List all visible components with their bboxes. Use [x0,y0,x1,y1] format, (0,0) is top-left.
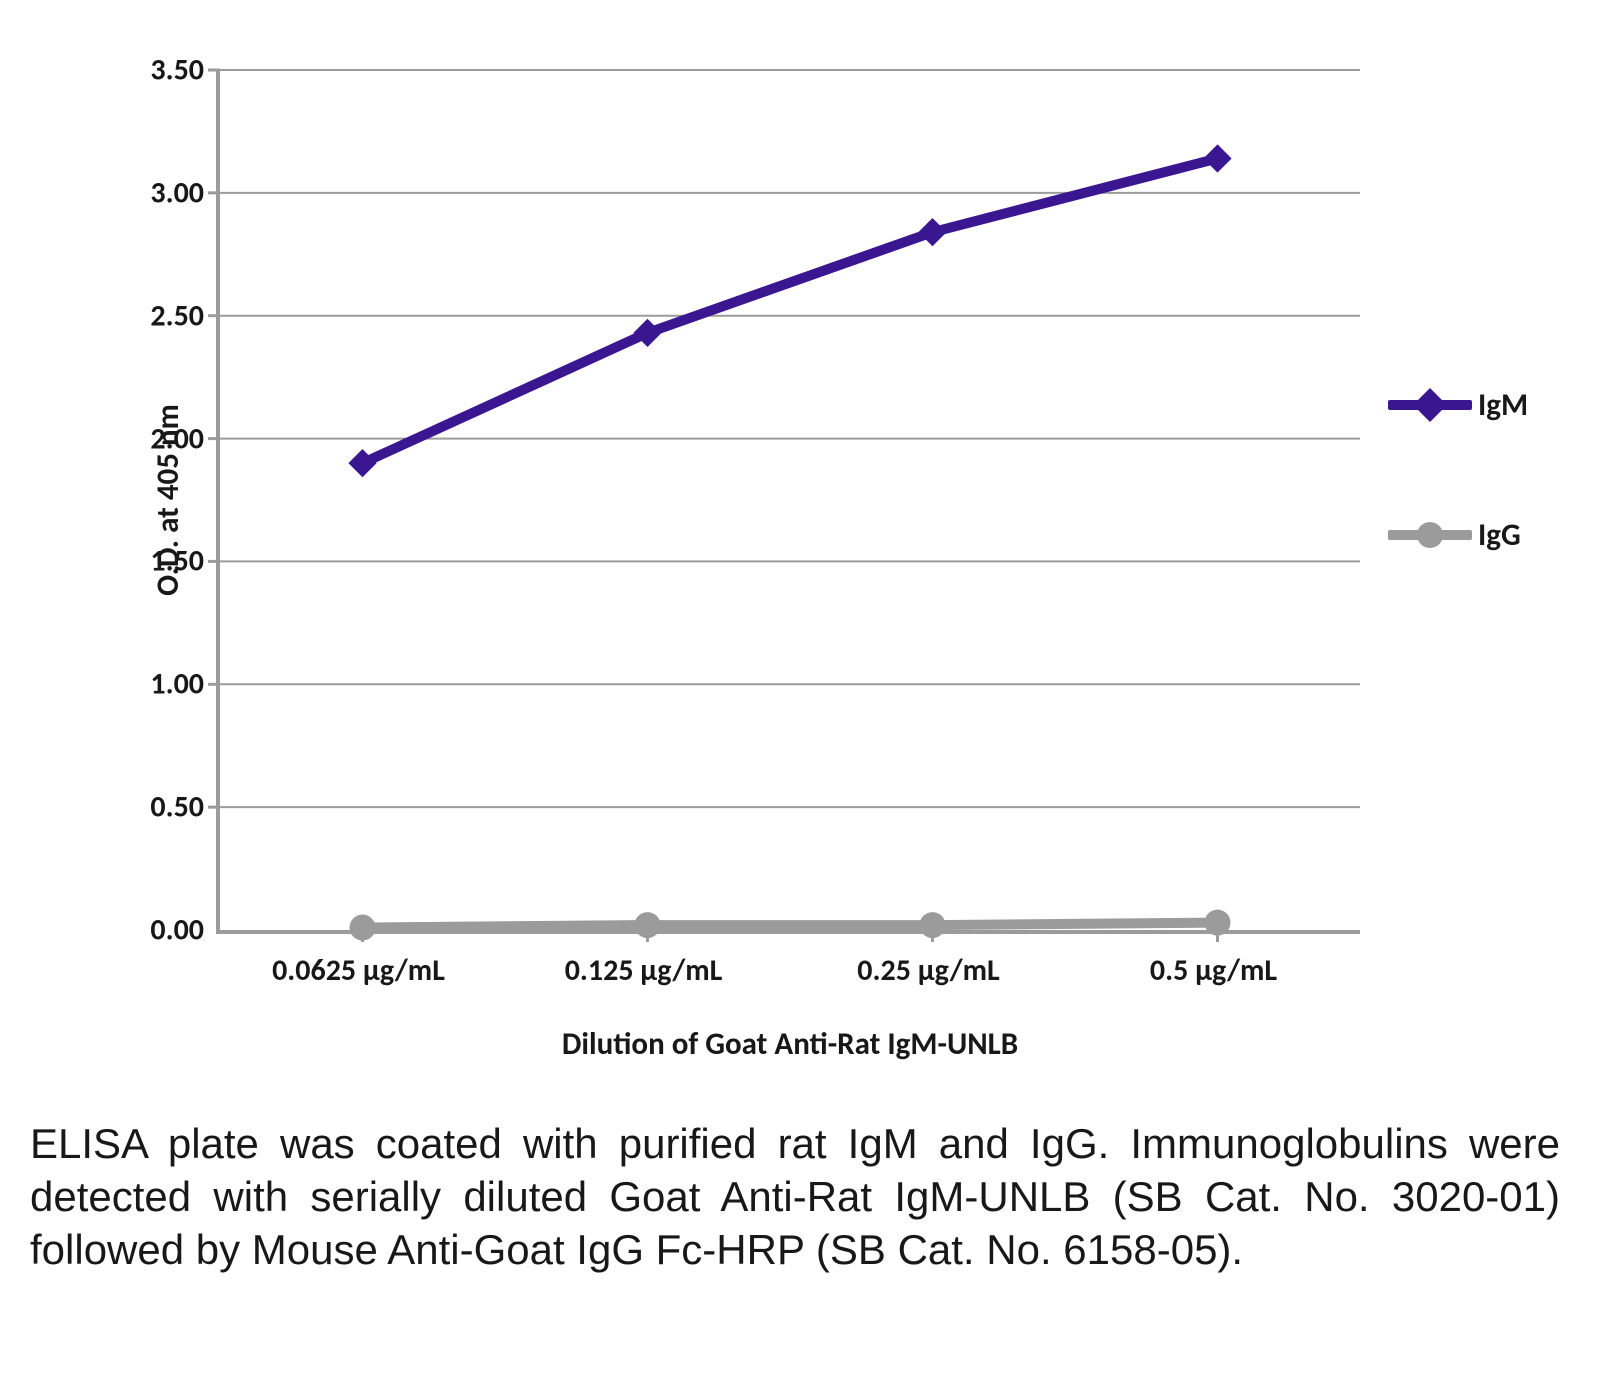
x-tick-label: 0.0625 μg/mL [272,952,445,989]
legend: IgM IgG [1388,390,1528,650]
x-axis-title: Dilution of Goat Anti-Rat IgM-UNLB [220,1025,1360,1063]
y-tick-label: 3.00 [104,174,204,211]
caption-text: ELISA plate was coated with purified rat… [30,1118,1560,1277]
legend-swatch [1388,400,1472,410]
legend-label: IgM [1478,386,1528,424]
elisa-chart: O.D. at 405 nm 0.000.501.001.502.002.503… [30,40,1590,1100]
y-tick-label: 1.00 [104,666,204,703]
y-tick-label: 0.00 [104,912,204,949]
legend-item: IgG [1388,520,1528,550]
y-tick-label: 0.50 [104,789,204,826]
y-tick-label: 2.50 [104,297,204,334]
x-tick-label: 0.125 μg/mL [565,952,723,989]
legend-swatch [1388,530,1472,540]
y-tick-label: 1.50 [104,543,204,580]
x-tick-label: 0.25 μg/mL [857,952,999,989]
legend-item: IgM [1388,390,1528,420]
chart-svg [220,70,1360,930]
y-tick-label: 2.00 [104,420,204,457]
plot-area [216,70,1360,934]
x-tick-label: 0.5 μg/mL [1150,952,1277,989]
y-tick-label: 3.50 [104,52,204,89]
legend-label: IgG [1478,516,1521,554]
